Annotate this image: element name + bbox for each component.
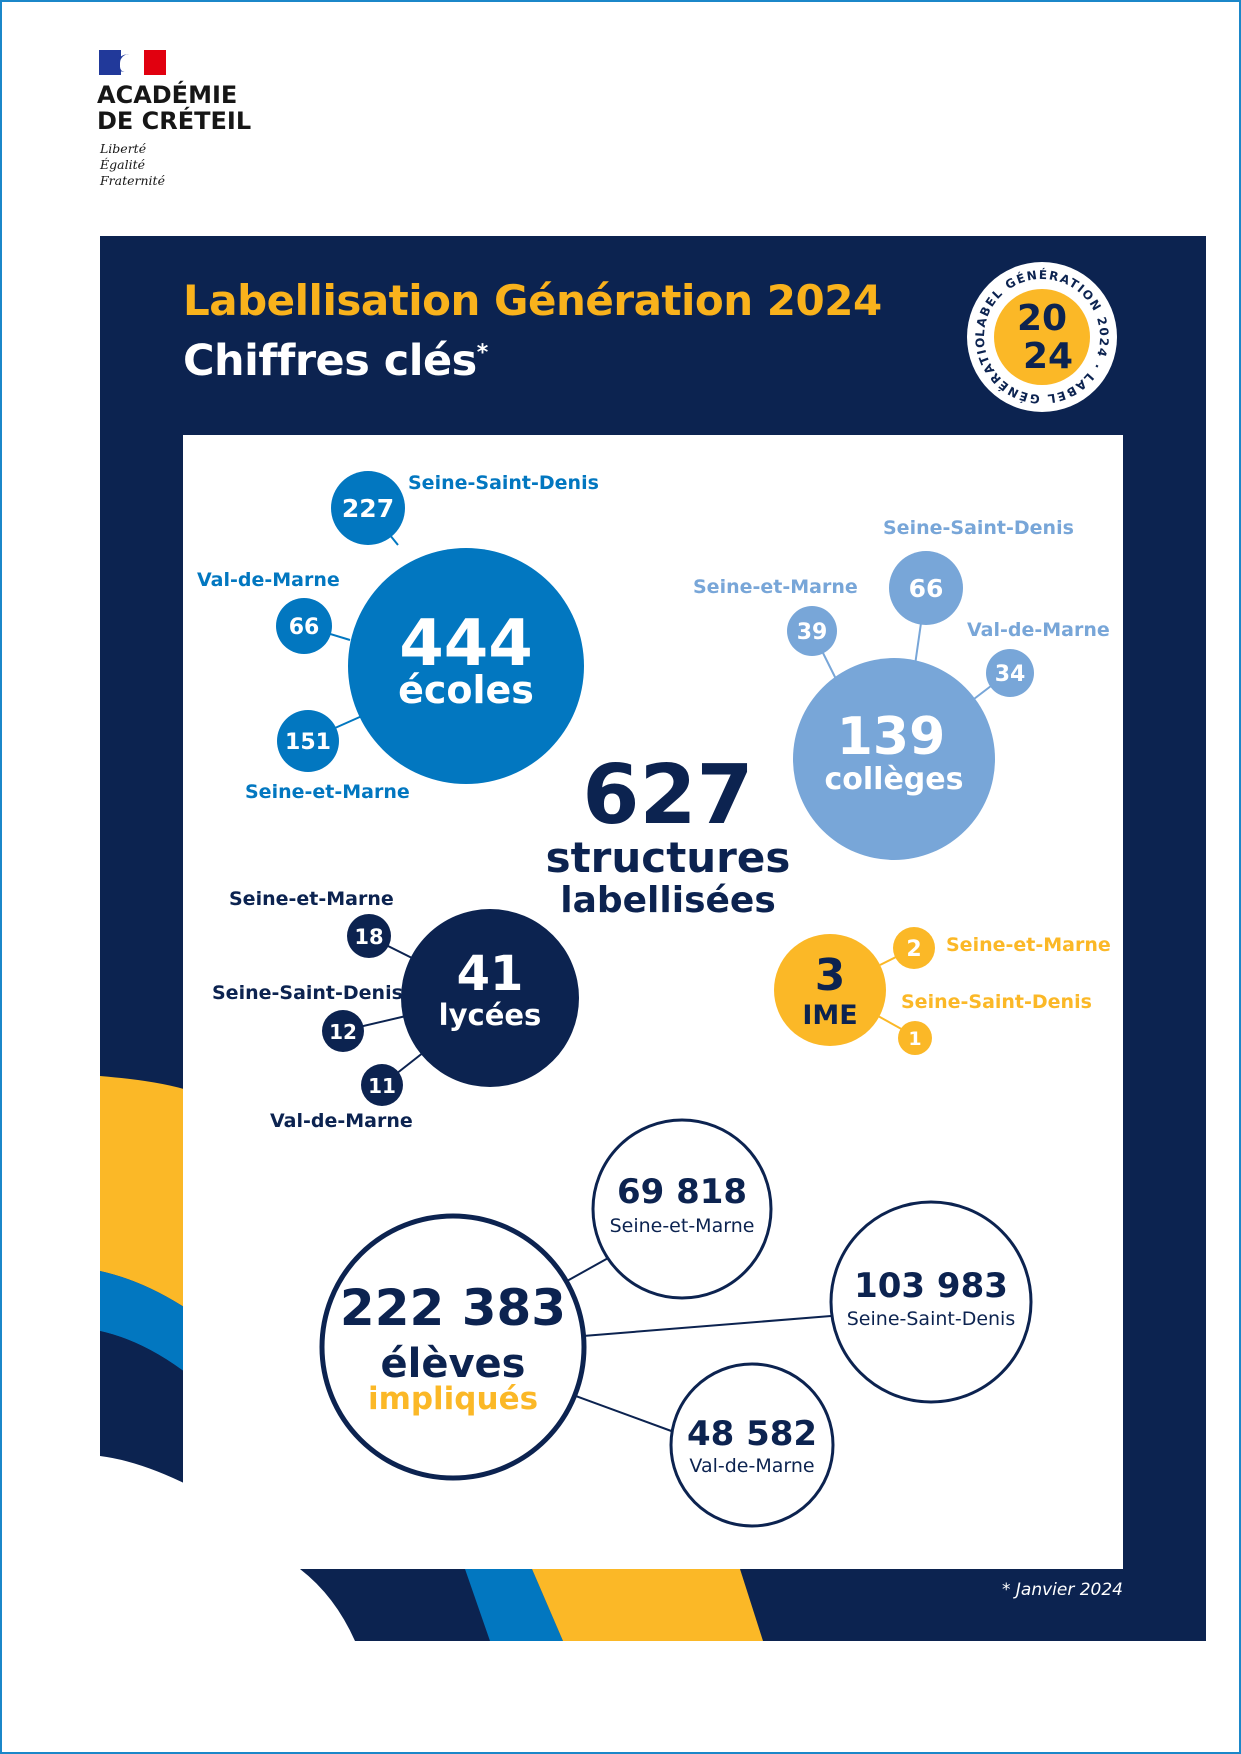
- eleves-value-vdm: 48 582: [687, 1414, 817, 1454]
- ecoles-main-bubble: [348, 548, 584, 784]
- motto-liberte: Liberté: [100, 141, 147, 156]
- ecoles-dept-vdm: Val-de-Marne: [197, 569, 340, 591]
- eleves-label-line1: élèves: [381, 1341, 526, 1387]
- total-value: 627: [582, 748, 753, 843]
- colleges-label: collèges: [825, 762, 964, 797]
- eleves-main-bubble: [319, 1213, 587, 1481]
- colleges-bubble-sem: [787, 606, 837, 656]
- academy-name-line1: ACADÉMIE: [97, 81, 238, 109]
- subtitle-asterisk: *: [476, 340, 489, 366]
- colleges-main-bubble: [793, 658, 995, 860]
- ecoles-label: écoles: [398, 668, 534, 712]
- ime-dept-ssd: Seine-Saint-Denis: [901, 991, 1092, 1013]
- page-title: Labellisation Génération 2024: [183, 276, 882, 325]
- ecoles-dept-ssd: Seine-Saint-Denis: [408, 472, 599, 494]
- ecoles-bubble-sem: [277, 710, 339, 772]
- academy-name: ACADÉMIE DE CRÉTEIL: [97, 82, 251, 134]
- ime-group: 3 IME 2 Seine-et-Marne 1 Seine-Saint-Den…: [774, 927, 1111, 1055]
- ecoles-bubble-vdm: [276, 598, 332, 654]
- ecoles-value-vdm: 66: [289, 615, 320, 640]
- colleges-bubble-vdm: [986, 649, 1034, 697]
- ime-value-sem: 2: [906, 937, 921, 962]
- eleves-bubble-sem: [591, 1118, 773, 1300]
- eleves-label-line2: impliqués: [368, 1381, 538, 1417]
- ecoles-total: 444: [399, 607, 533, 681]
- lycees-bubble-sem: [347, 914, 391, 958]
- ecoles-bubble-ssd: [331, 471, 405, 545]
- total-label-line1: structures: [546, 833, 791, 882]
- ecoles-group: 444 écoles 227 Seine-Saint-Denis 66 Val-…: [197, 471, 599, 803]
- eleves-dept-vdm: Val-de-Marne: [689, 1455, 814, 1477]
- eleves-group: 222 383 élèves impliqués 69 818 Seine-et…: [319, 1118, 1033, 1528]
- ime-total: 3: [815, 950, 846, 1001]
- badge-year-top: 20: [1017, 298, 1067, 339]
- lycees-bubble-ssd: [322, 1010, 364, 1052]
- eleves-dept-ssd: Seine-Saint-Denis: [847, 1308, 1016, 1330]
- lycees-label: lycées: [439, 998, 542, 1032]
- lycees-value-sem: 18: [354, 925, 383, 949]
- lycees-bubble-vdm: [361, 1064, 403, 1106]
- colleges-dept-vdm: Val-de-Marne: [967, 619, 1110, 641]
- eleves-dept-sem: Seine-et-Marne: [610, 1215, 755, 1237]
- eleves-bubble-ssd: [829, 1200, 1033, 1404]
- colleges-dept-sem: Seine-et-Marne: [693, 576, 858, 598]
- ime-main-bubble: [774, 934, 886, 1046]
- badge-year-bottom: 24: [1023, 336, 1073, 377]
- badge-ring-text: LABEL GÉNÉRATION 2024 · LABEL GÉNÉRATION…: [0, 0, 1111, 406]
- colleges-group: 139 collèges 39 Seine-et-Marne 66 Seine-…: [693, 517, 1110, 860]
- ime-value-ssd: 1: [908, 1028, 921, 1050]
- page-subtitle: Chiffres clés*: [183, 336, 488, 386]
- decorative-stripes: [100, 1076, 763, 1641]
- eleves-value-ssd: 103 983: [854, 1266, 1008, 1306]
- lycees-dept-sem: Seine-et-Marne: [229, 888, 394, 910]
- colleges-total: 139: [837, 707, 946, 767]
- lycees-dept-vdm: Val-de-Marne: [270, 1110, 413, 1132]
- ime-bubble-sem: [893, 927, 935, 969]
- marianne-logo-icon: [99, 50, 166, 75]
- lycees-value-ssd: 12: [329, 1020, 357, 1044]
- total-group: 627 structures labellisées: [546, 748, 791, 921]
- lycees-value-vdm: 11: [368, 1074, 396, 1098]
- ime-bubble-ssd: [898, 1021, 932, 1055]
- eleves-bubble-vdm: [669, 1362, 835, 1528]
- republic-motto: Liberté Égalité Fraternité: [100, 141, 165, 189]
- ime-label: IME: [802, 1000, 857, 1031]
- label-2024-badge-icon: LABEL GÉNÉRATION 2024 · LABEL GÉNÉRATION…: [0, 0, 1117, 412]
- ime-dept-sem: Seine-et-Marne: [946, 934, 1111, 956]
- lycees-main-bubble: [401, 909, 579, 1087]
- lycees-dept-ssd: Seine-Saint-Denis: [212, 982, 403, 1004]
- total-label-line2: labellisées: [560, 880, 776, 921]
- ecoles-value-ssd: 227: [342, 494, 394, 523]
- eleves-total: 222 383: [340, 1279, 566, 1337]
- colleges-value-ssd: 66: [909, 574, 944, 603]
- colleges-value-vdm: 34: [995, 662, 1026, 687]
- academy-name-line2: DE CRÉTEIL: [97, 107, 252, 135]
- colleges-value-sem: 39: [797, 620, 828, 645]
- colleges-bubble-ssd: [889, 551, 963, 625]
- motto-egalite: Égalité: [100, 157, 145, 172]
- ecoles-dept-sem: Seine-et-Marne: [245, 781, 410, 803]
- eleves-value-sem: 69 818: [617, 1172, 747, 1212]
- ecoles-value-sem: 151: [285, 730, 331, 755]
- subtitle-text: Chiffres clés: [183, 336, 477, 386]
- lycees-total: 41: [457, 946, 524, 1002]
- lycees-group: 41 lycées 18 Seine-et-Marne 12 Seine-Sai…: [212, 888, 579, 1132]
- footnote: * Janvier 2024: [1001, 1580, 1123, 1600]
- colleges-dept-ssd: Seine-Saint-Denis: [883, 517, 1074, 539]
- motto-fraternite: Fraternité: [100, 173, 165, 188]
